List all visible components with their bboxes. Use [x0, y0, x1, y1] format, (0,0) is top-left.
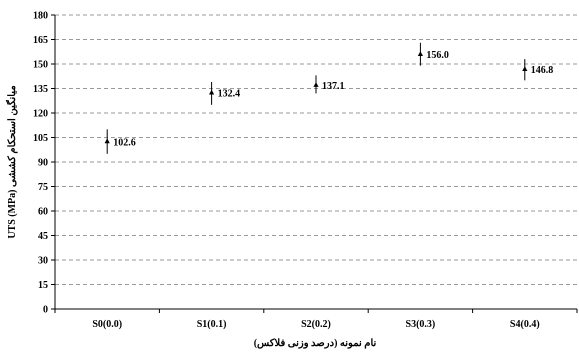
y-tick-label: 135	[33, 84, 48, 95]
y-tick-label: 45	[38, 231, 48, 242]
x-tick-labels: S0(0.0) S1(0.1) S2(0.2) S3(0.3) S4(0.4)	[92, 319, 539, 330]
x-axis-title: نام نمونه (درصد وزنی فلاکس)	[254, 338, 377, 349]
data-points: 102.6 132.4 137.1 156.0 146.8	[104, 42, 554, 154]
y-tick-label: 30	[38, 256, 48, 267]
y-tick-label: 150	[33, 60, 48, 71]
data-point-marker	[104, 138, 110, 144]
data-label: 132.4	[218, 89, 241, 100]
data-label: 156.0	[426, 50, 449, 61]
y-axis-title: UTS (MPa) میانگین استحکام کششی	[5, 85, 18, 238]
data-point-marker	[417, 51, 423, 56]
x-tick-label: S1(0.1)	[197, 319, 227, 330]
grid-lines	[55, 14, 577, 285]
axes	[51, 14, 578, 313]
y-tick-label: 0	[43, 305, 48, 316]
data-label: 137.1	[322, 81, 345, 92]
x-tick-label: S4(0.4)	[510, 319, 540, 330]
data-point-marker	[209, 89, 215, 95]
data-point-marker	[522, 66, 528, 72]
y-tick-label: 15	[38, 280, 48, 291]
y-tick-labels: 0 15 30 45 60 75 90 105 120 135 150 165 180	[33, 11, 48, 316]
y-tick-label: 165	[33, 35, 48, 46]
y-tick-label: 105	[33, 133, 48, 144]
data-point-marker	[313, 82, 319, 87]
y-tick-label: 120	[33, 109, 48, 120]
x-tick-label: S2(0.2)	[301, 319, 331, 330]
x-tick-label: S3(0.3)	[406, 319, 436, 330]
y-tick-label: 60	[38, 207, 48, 218]
data-label: 146.8	[531, 65, 554, 76]
y-tick-label: 75	[38, 182, 48, 193]
y-tick-label: 90	[38, 158, 48, 169]
x-tick-label: S0(0.0)	[92, 319, 122, 330]
data-label: 102.6	[113, 137, 136, 148]
y-tick-label: 180	[33, 11, 48, 22]
